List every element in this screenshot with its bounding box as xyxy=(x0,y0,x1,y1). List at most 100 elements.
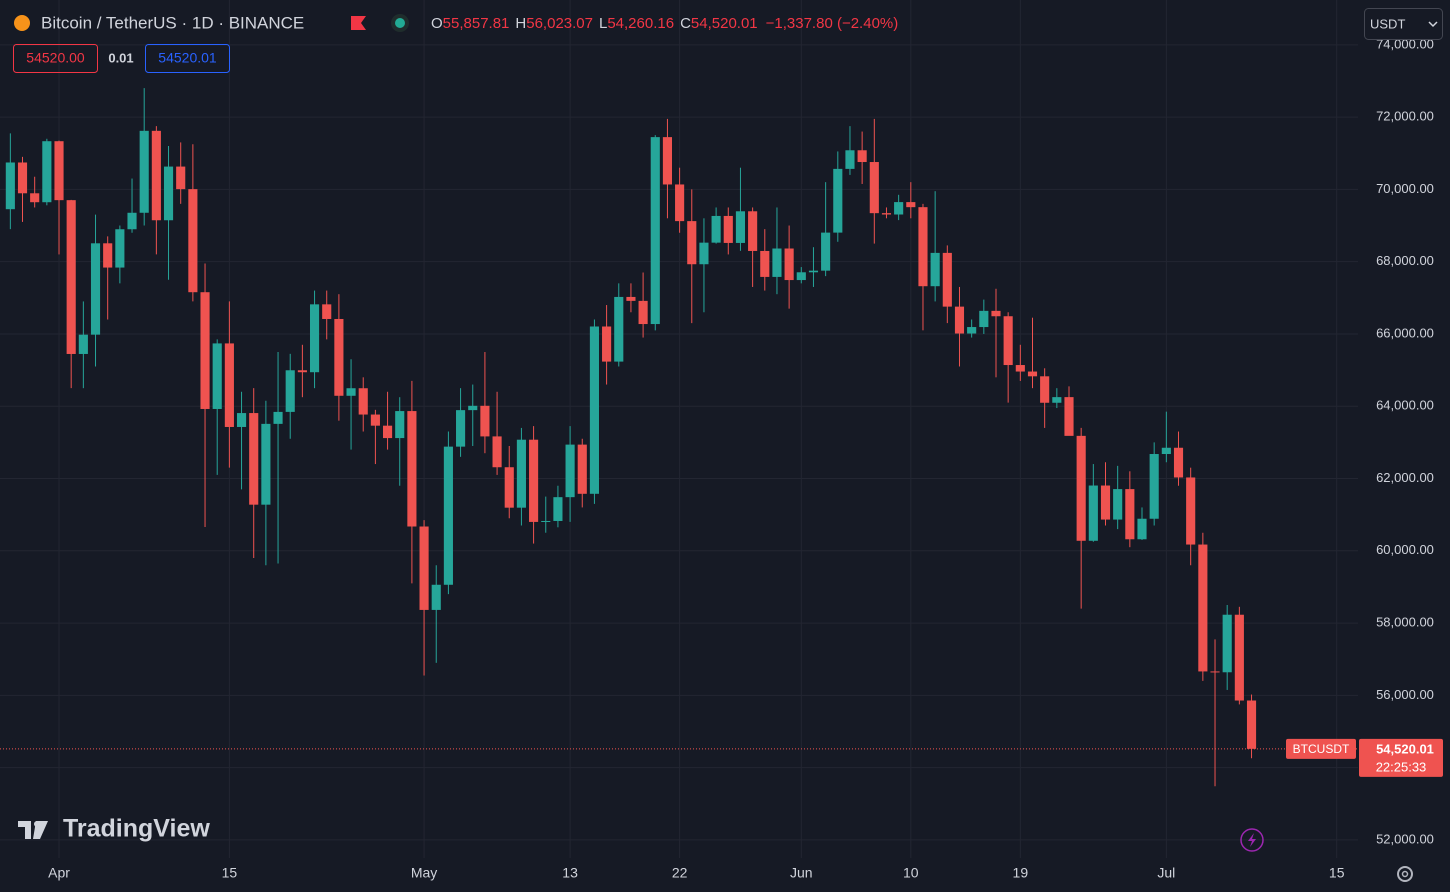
candle xyxy=(456,388,466,457)
candle-body xyxy=(17,162,28,194)
candle xyxy=(90,214,101,367)
candle xyxy=(723,207,733,255)
candle xyxy=(894,194,904,221)
y-tick-label: 64,000.00 xyxy=(1376,398,1434,413)
candle xyxy=(516,427,526,526)
candle xyxy=(54,140,64,255)
sell-price: 54520.00 xyxy=(26,50,85,66)
currency-dropdown[interactable] xyxy=(1364,8,1443,40)
candle xyxy=(1040,368,1050,428)
candle-body xyxy=(1210,671,1220,673)
candle xyxy=(760,229,770,291)
candle-body xyxy=(1222,614,1232,673)
ohlc-key: H xyxy=(515,15,526,32)
y-tick-label: 66,000.00 xyxy=(1376,325,1434,340)
ohlc-value: 54,520.01 xyxy=(691,15,758,32)
candle-body xyxy=(383,425,393,439)
candle xyxy=(17,156,28,222)
candle xyxy=(711,207,721,244)
candle xyxy=(529,426,539,544)
candle xyxy=(1003,312,1013,403)
candle xyxy=(249,388,259,559)
candle-body xyxy=(735,211,746,243)
candle-body xyxy=(821,232,831,271)
price-tag: BTCUSDT 54,520.01 22:25:33 xyxy=(1286,738,1443,777)
candle-body xyxy=(675,184,685,222)
candle-body xyxy=(90,243,101,335)
candle xyxy=(979,299,989,334)
candle-body xyxy=(553,497,563,521)
candle-body xyxy=(991,310,1001,317)
candle xyxy=(322,290,332,340)
candle xyxy=(1173,431,1184,486)
candle xyxy=(1100,462,1111,526)
candle-body xyxy=(468,405,478,411)
candle-body xyxy=(224,343,234,427)
candle-body xyxy=(249,413,259,505)
alert-icon[interactable] xyxy=(1240,828,1264,852)
candle xyxy=(1076,427,1086,609)
y-tick-label: 70,000.00 xyxy=(1376,181,1434,196)
candle-body xyxy=(66,200,76,354)
symbol-title[interactable]: Bitcoin / TetherUS · 1D · BINANCE xyxy=(41,13,304,32)
candle xyxy=(1015,344,1025,381)
x-tick-label: 19 xyxy=(1013,865,1029,881)
ohlc-key: O xyxy=(431,15,443,32)
candle-body xyxy=(176,166,186,190)
candle xyxy=(845,126,855,175)
candle-body xyxy=(139,130,149,213)
settings-icon[interactable] xyxy=(1397,866,1413,882)
candle-body xyxy=(1076,435,1086,541)
candle xyxy=(954,286,965,367)
candle xyxy=(334,294,344,421)
candle-body xyxy=(662,137,673,185)
flag-icon[interactable] xyxy=(351,16,366,30)
lightning xyxy=(1248,833,1256,847)
candle-body xyxy=(894,202,904,215)
candle xyxy=(1222,605,1232,690)
candle-body xyxy=(638,300,648,325)
candle xyxy=(687,189,697,324)
spread: 0.01 xyxy=(108,50,133,65)
candle-body xyxy=(1003,316,1013,366)
candle-body xyxy=(1088,485,1098,541)
candle-body xyxy=(212,343,222,409)
sell-box[interactable] xyxy=(13,44,98,73)
candle xyxy=(1052,388,1062,409)
candle-body xyxy=(1125,489,1135,540)
candle-body xyxy=(602,326,612,362)
y-tick-label: 56,000.00 xyxy=(1376,687,1434,702)
axes: 52,000.0054,000.0056,000.0058,000.0060,0… xyxy=(48,36,1434,880)
candle-body xyxy=(942,252,952,307)
candle xyxy=(1161,411,1171,463)
symbol-tag-label: BTCUSDT xyxy=(1293,742,1350,756)
candle xyxy=(857,131,867,184)
candle-body xyxy=(650,137,660,325)
candle xyxy=(577,438,587,508)
candle-body xyxy=(492,436,502,468)
ohlc-legend: O55,857.81 H56,023.07 L54,260.16 C54,520.01… xyxy=(431,15,898,32)
candle xyxy=(261,400,271,566)
candle-body xyxy=(516,439,526,508)
candle-body xyxy=(918,207,928,287)
x-tick-label: Apr xyxy=(48,865,70,881)
ohlc-value: 55,857.81 xyxy=(443,15,510,32)
candle xyxy=(431,565,441,663)
candle-body xyxy=(431,584,441,610)
logo-text: TradingView xyxy=(63,815,210,843)
candle xyxy=(370,409,380,465)
candle-body xyxy=(723,215,733,243)
candle-body xyxy=(589,326,599,494)
candle-body xyxy=(967,327,977,334)
candle xyxy=(699,218,709,313)
candle xyxy=(1149,442,1159,526)
buy-box[interactable] xyxy=(145,44,230,73)
x-tick-label: 15 xyxy=(1329,865,1345,881)
coin-icon xyxy=(14,15,30,31)
symbol-tag xyxy=(1286,738,1356,759)
candle-body xyxy=(760,250,770,277)
candle xyxy=(602,305,612,385)
candle xyxy=(589,319,599,504)
candle-body xyxy=(1161,447,1171,455)
candle xyxy=(748,207,758,287)
